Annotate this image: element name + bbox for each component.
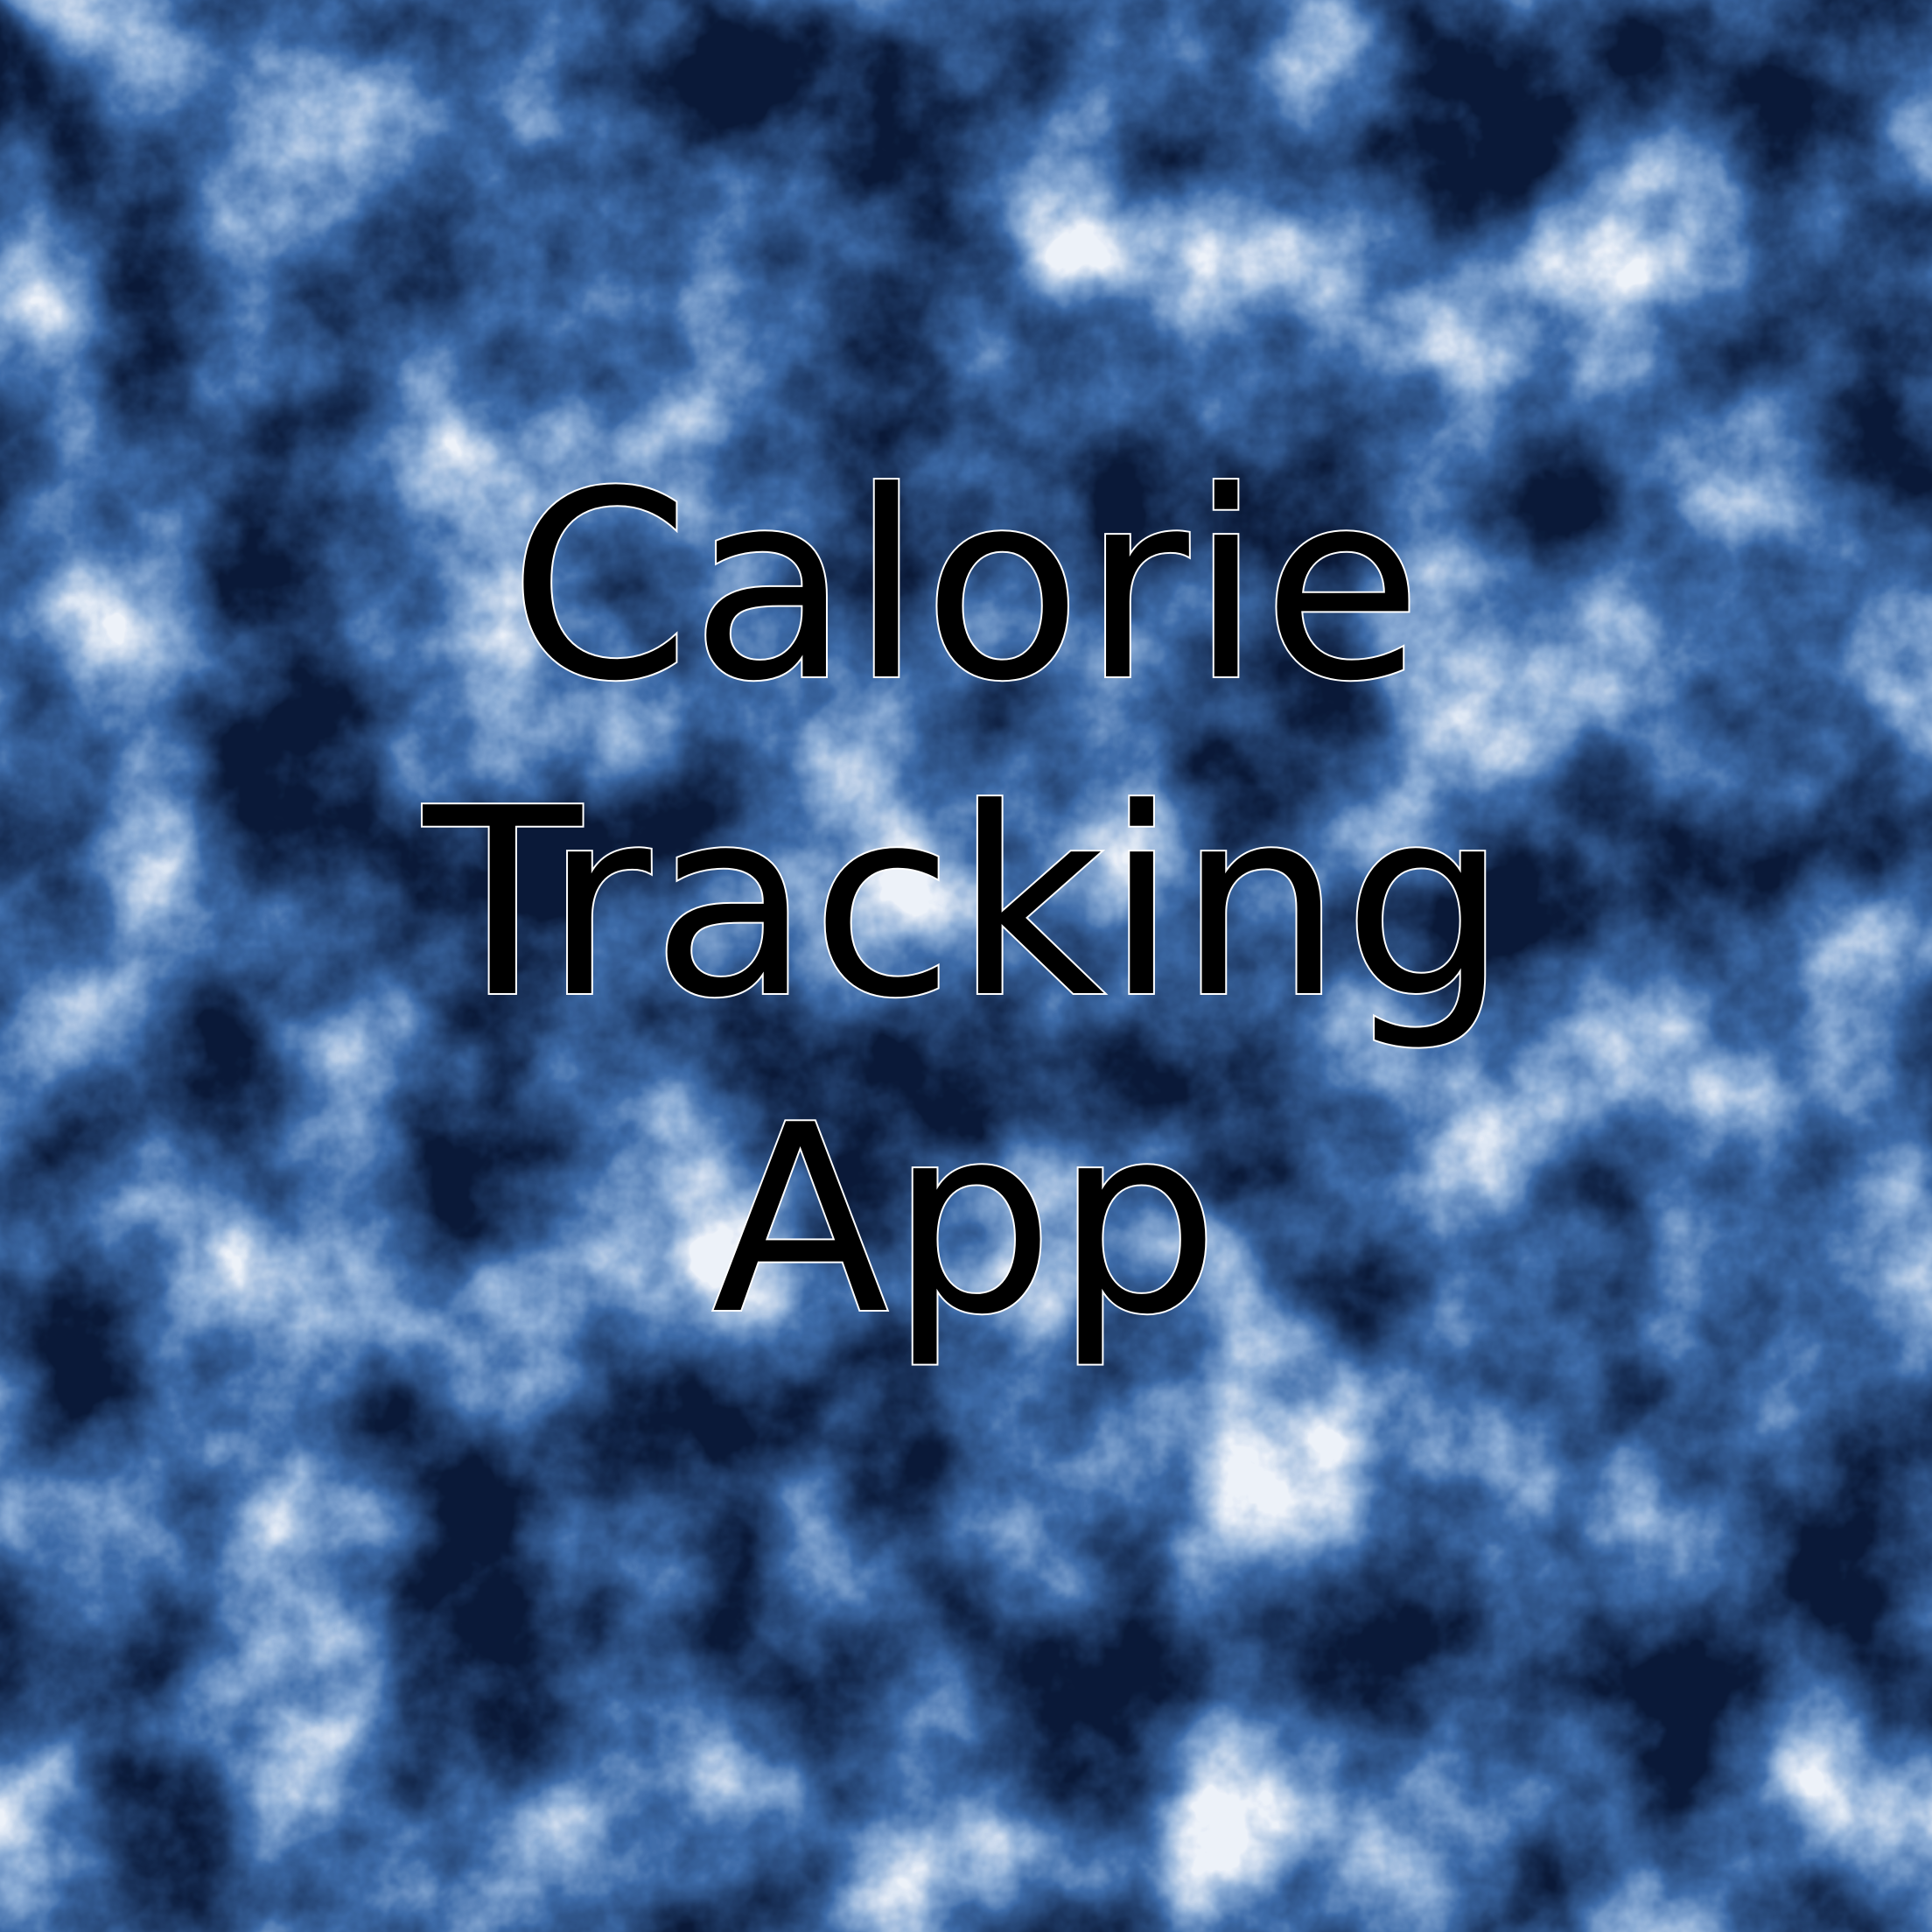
title-line-1: Calorie [508, 434, 1424, 739]
title-line-3: App [710, 1068, 1221, 1373]
app-title: Calorie Tracking App [0, 429, 1932, 1379]
title-line-2: Tracking [422, 751, 1509, 1056]
